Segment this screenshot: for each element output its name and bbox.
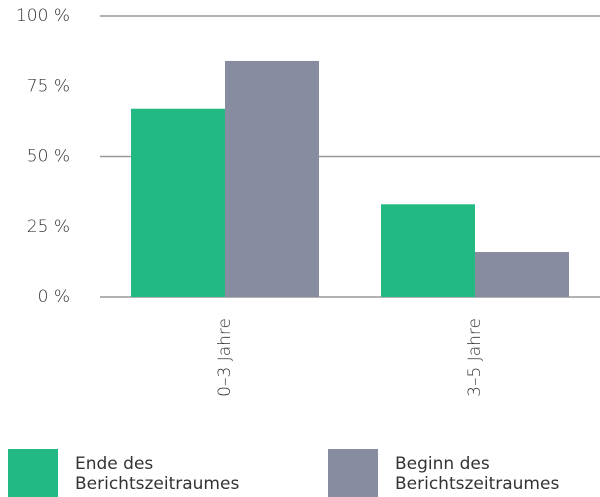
y-tick-label: 0 % (38, 287, 70, 307)
legend-item: Beginn des Berichtszeitraumes (328, 449, 585, 497)
bar (475, 252, 569, 297)
x-tick-label: 3–5 Jahre (465, 318, 485, 397)
legend-swatch (8, 449, 58, 497)
chart: 0 % 25 % 50 % 75 % 100 % 0–3 Jahre 3–5 Jahre (16, 6, 600, 397)
y-tick-label: 50 % (27, 147, 70, 167)
legend-label: Beginn des Berichtszeitraumes (395, 454, 560, 494)
bar (225, 60, 319, 298)
legend-swatch (328, 449, 378, 497)
legend-label: Ende des Berichtszeitraumes (75, 454, 240, 494)
x-tick-label: 0–3 Jahre (215, 318, 235, 397)
y-tick-label: 75 % (27, 76, 70, 96)
legend-item: Ende des Berichtszeitraumes (8, 449, 265, 497)
y-tick-label: 100 % (16, 6, 70, 26)
bar (131, 108, 225, 297)
bar (381, 204, 475, 297)
y-tick-label: 25 % (27, 217, 70, 237)
